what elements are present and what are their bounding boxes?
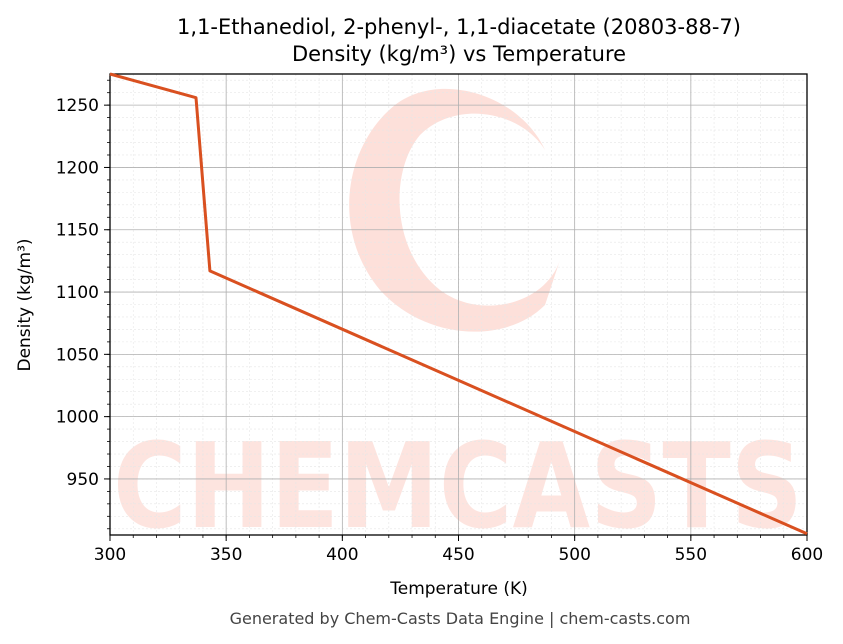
watermark-logo <box>349 88 560 332</box>
x-tick-label: 350 <box>210 545 242 565</box>
axis-ticks <box>104 79 808 541</box>
x-tick-label: 400 <box>326 545 358 565</box>
chart-subtitle: Density (kg/m³) vs Temperature <box>292 42 626 66</box>
y-tick-label: 1050 <box>56 345 99 365</box>
y-axis-label: Density (kg/m³) <box>15 238 35 371</box>
x-tick-label: 300 <box>94 545 126 565</box>
density-series-line <box>109 72 808 536</box>
y-tick-label: 1200 <box>56 158 99 178</box>
watermark: CHEMCASTS <box>113 88 803 555</box>
x-axis-label: Temperature (K) <box>389 579 528 599</box>
x-tick-label: 500 <box>558 545 590 565</box>
watermark-text: CHEMCASTS <box>113 417 803 555</box>
x-tick-label: 550 <box>675 545 707 565</box>
y-tick-label: 1250 <box>56 96 99 116</box>
chart-title: 1,1-Ethanediol, 2-phenyl-, 1,1-diacetate… <box>177 15 741 39</box>
x-tick-label: 450 <box>442 545 474 565</box>
y-tick-label: 1150 <box>56 221 99 241</box>
y-tick-labels: 950 1000 1050 1100 1150 1200 1250 <box>56 96 99 490</box>
footer-credit: Generated by Chem-Casts Data Engine | ch… <box>230 609 691 628</box>
y-tick-label: 1100 <box>56 283 99 303</box>
y-tick-label: 1000 <box>56 408 99 428</box>
x-tick-label: 600 <box>791 545 823 565</box>
y-tick-label: 950 <box>67 470 99 490</box>
x-tick-labels: 300 350 400 450 500 550 600 <box>94 545 823 565</box>
